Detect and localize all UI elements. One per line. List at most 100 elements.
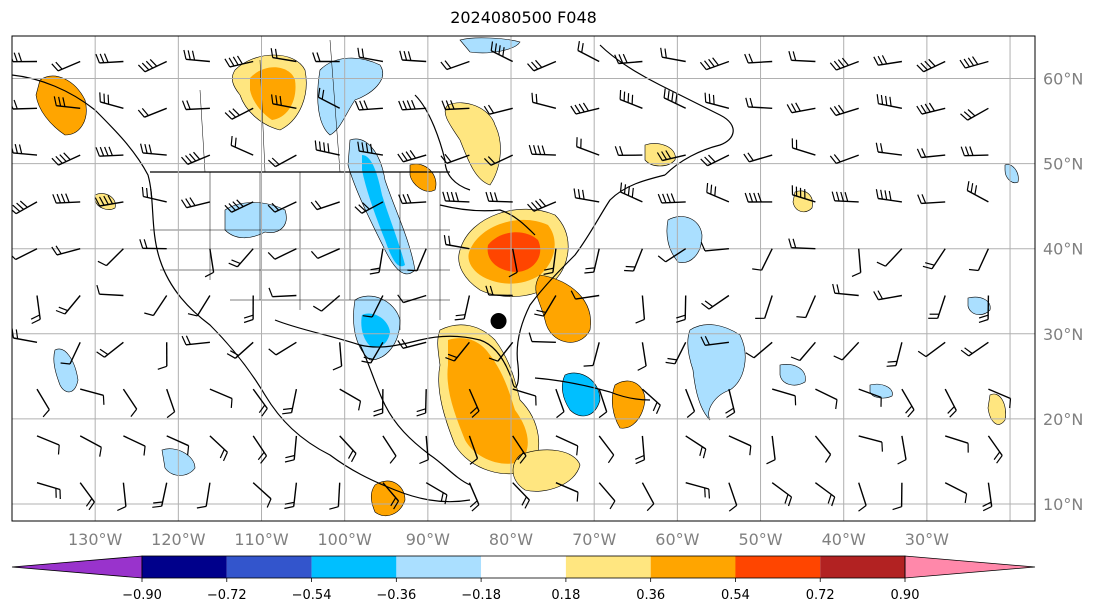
- wind-barb: [204, 248, 215, 278]
- wind-barb: [181, 151, 211, 165]
- wind-barb: [181, 100, 210, 111]
- wind-barb: [80, 388, 105, 405]
- wind-barb: [310, 248, 340, 260]
- contour-warm-17: [409, 163, 437, 192]
- wind-barb: [555, 482, 579, 502]
- wind-barb: [97, 248, 124, 267]
- lon-tick-label: 40°W: [822, 530, 866, 549]
- wind-barb: [354, 201, 384, 214]
- wind-barb: [226, 341, 254, 359]
- wind-barb: [745, 341, 773, 359]
- wind-barb: [982, 482, 993, 512]
- wind-barb: [685, 482, 710, 499]
- wind-barb: [676, 295, 687, 323]
- wind-barb: [635, 295, 646, 324]
- wind-barb: [357, 47, 384, 63]
- wind-barb: [187, 295, 211, 317]
- lon-tick-label: 120°W: [151, 530, 206, 549]
- wind-barb: [858, 435, 883, 452]
- wind-barb: [786, 102, 816, 114]
- wind-barb: [382, 435, 397, 464]
- wind-barb: [468, 435, 479, 465]
- pacific-coast: [12, 74, 471, 503]
- wind-barb: [123, 435, 146, 456]
- state-borders-layer: [150, 39, 450, 330]
- wind-barb: [704, 92, 730, 109]
- wind-barb: [51, 60, 81, 72]
- wind-barb: [60, 342, 81, 365]
- wind-barb: [137, 107, 167, 118]
- wind-barb: [614, 146, 643, 156]
- wind-barb: [699, 57, 730, 71]
- lat-tick-label: 20°N: [1043, 410, 1083, 429]
- wind-barb: [30, 295, 41, 325]
- wind-barb: [916, 148, 946, 159]
- wind-barb: [528, 332, 556, 343]
- wind-barb: [744, 53, 773, 64]
- wind-barb: [382, 482, 400, 510]
- wind-barb: [772, 388, 797, 406]
- lon-tick-label: 100°W: [318, 530, 373, 549]
- wind-barb: [157, 342, 168, 370]
- wind-barb: [814, 435, 832, 463]
- wind-barb: [660, 47, 686, 63]
- colorbar-tick-label: 0.72: [806, 588, 835, 603]
- wind-barb: [685, 388, 696, 418]
- wind-barb: [968, 248, 990, 272]
- contour-cool-14: [967, 296, 991, 315]
- wind-barb: [656, 150, 686, 162]
- contour-warm-16: [370, 480, 406, 516]
- wind-barb: [181, 335, 210, 346]
- wind-barb: [570, 290, 600, 300]
- storm-center-marker: [490, 313, 507, 330]
- wind-barb: [53, 96, 81, 109]
- wind-barb: [512, 388, 537, 406]
- wind-barb: [468, 388, 480, 418]
- wind-barb: [267, 201, 297, 213]
- wind-barb: [555, 435, 579, 456]
- wind-barb: [51, 152, 81, 166]
- wind-barb: [657, 193, 686, 204]
- wind-barb: [598, 482, 616, 510]
- wind-barb: [814, 482, 836, 507]
- wind-barb: [706, 182, 730, 203]
- wind-barb: [725, 388, 736, 419]
- longitude-labels: 130°W 120°W 110°W 100°W 90°W 80°W 70°W 60°W 50°W…: [68, 530, 949, 549]
- colorbar: [11, 555, 1036, 579]
- wind-barb: [180, 197, 211, 209]
- wind-barb: [858, 388, 882, 407]
- contour-cool-10: [53, 348, 79, 393]
- wind-barb: [483, 104, 513, 115]
- wind-barb: [570, 102, 600, 115]
- wind-barb: [922, 248, 946, 270]
- contour-cool-15: [1004, 164, 1019, 183]
- wind-barb: [36, 388, 50, 418]
- wind-barb: [534, 295, 557, 317]
- wind-barb: [361, 341, 384, 364]
- wind-barb: [790, 341, 816, 362]
- contour-cool-7: [561, 372, 601, 417]
- wind-barb: [284, 482, 298, 510]
- wind-barb: [829, 154, 859, 165]
- wind-barb: [960, 107, 989, 121]
- contour-cool-13: [779, 364, 806, 386]
- lon-tick-label: 90°W: [406, 530, 450, 549]
- wind-barb: [614, 53, 643, 65]
- wind-barb: [267, 248, 297, 260]
- wind-barb: [728, 482, 738, 512]
- colorbar-tick-label: −0.18: [461, 588, 501, 603]
- wind-barb: [637, 342, 647, 371]
- wind-barb: [36, 482, 61, 500]
- wind-barb: [445, 341, 470, 362]
- wind-barb: [988, 388, 1012, 409]
- wind-barb: [508, 248, 518, 278]
- wind-barb: [624, 248, 644, 272]
- wind-barb: [619, 182, 643, 203]
- wind-barb: [79, 482, 95, 511]
- wind-barb: [183, 49, 210, 63]
- wind-barb: [397, 294, 427, 304]
- wind-barb: [52, 193, 81, 204]
- colorbar-level: [820, 556, 905, 578]
- wind-barb: [528, 144, 556, 156]
